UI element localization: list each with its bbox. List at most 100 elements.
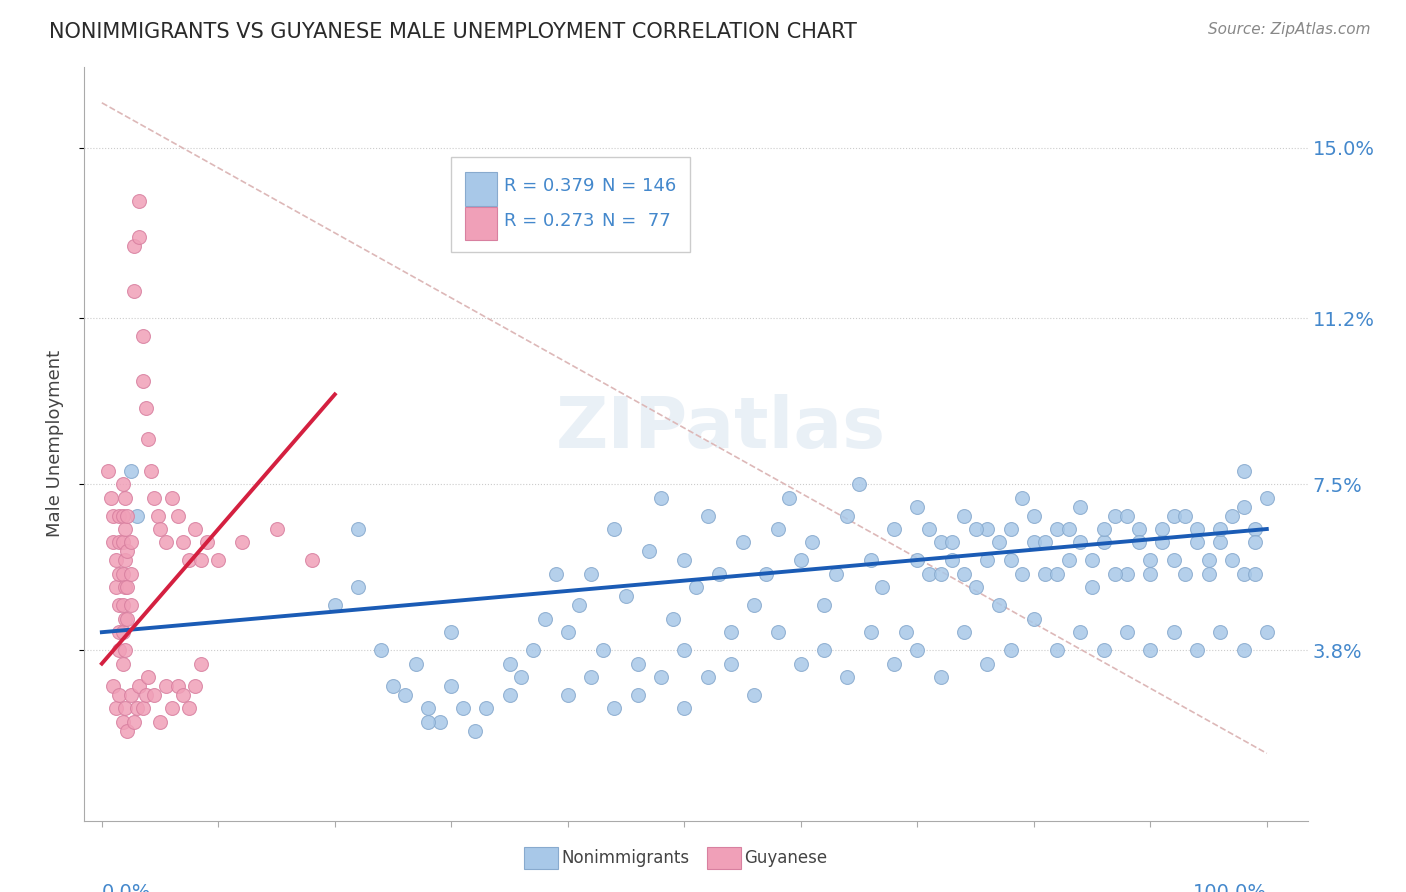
Point — [114, 553, 136, 567]
Point — [813, 643, 835, 657]
Point — [149, 714, 172, 729]
Point — [117, 508, 139, 523]
Point — [440, 679, 463, 693]
Point — [965, 580, 987, 594]
Point — [301, 553, 323, 567]
Point — [120, 599, 142, 613]
Point — [766, 522, 789, 536]
Point — [111, 599, 134, 613]
Point — [790, 657, 813, 671]
Point — [195, 535, 218, 549]
Point — [498, 657, 520, 671]
Point — [568, 599, 591, 613]
Point — [266, 522, 288, 536]
Point — [1256, 491, 1278, 505]
Point — [1232, 566, 1254, 581]
Point — [976, 522, 998, 536]
Point — [160, 491, 183, 505]
Point — [1220, 508, 1243, 523]
Point — [929, 670, 952, 684]
Point — [848, 477, 870, 491]
Point — [824, 566, 846, 581]
Text: R = 0.379: R = 0.379 — [503, 177, 595, 195]
Point — [579, 670, 602, 684]
Point — [135, 688, 157, 702]
Point — [104, 580, 127, 594]
Point — [918, 566, 941, 581]
Point — [124, 239, 146, 253]
Point — [813, 599, 835, 613]
Point — [128, 679, 150, 693]
Point — [416, 701, 439, 715]
Point — [111, 657, 134, 671]
Point — [120, 535, 142, 549]
Point — [883, 657, 905, 671]
Point — [1128, 522, 1150, 536]
Point — [111, 477, 134, 491]
Point — [1069, 535, 1091, 549]
Point — [918, 522, 941, 536]
Point — [685, 580, 707, 594]
Point — [1163, 553, 1185, 567]
Point — [103, 679, 125, 693]
Point — [143, 688, 166, 702]
Point — [190, 553, 212, 567]
Point — [1232, 643, 1254, 657]
Point — [475, 701, 498, 715]
Point — [125, 701, 148, 715]
Text: R = 0.273: R = 0.273 — [503, 211, 595, 229]
Point — [965, 522, 987, 536]
Point — [97, 464, 120, 478]
Point — [1232, 500, 1254, 514]
Point — [124, 714, 146, 729]
Point — [696, 670, 718, 684]
Point — [1069, 500, 1091, 514]
Point — [1174, 508, 1197, 523]
Point — [522, 643, 544, 657]
Point — [155, 679, 177, 693]
Point — [498, 688, 520, 702]
Point — [128, 194, 150, 209]
Point — [627, 657, 650, 671]
Point — [135, 401, 157, 415]
Point — [976, 553, 998, 567]
Point — [837, 670, 859, 684]
Point — [1163, 625, 1185, 640]
Point — [405, 657, 427, 671]
Point — [120, 566, 142, 581]
Point — [1092, 535, 1115, 549]
Point — [146, 508, 169, 523]
Point — [953, 625, 976, 640]
Point — [1150, 535, 1173, 549]
Point — [905, 643, 928, 657]
Point — [1174, 566, 1197, 581]
Point — [1128, 535, 1150, 549]
Point — [131, 374, 153, 388]
Point — [742, 599, 765, 613]
Point — [117, 544, 139, 558]
Point — [603, 701, 626, 715]
Point — [778, 491, 800, 505]
Point — [416, 714, 439, 729]
Point — [143, 491, 166, 505]
Point — [172, 535, 194, 549]
Text: 0.0%: 0.0% — [101, 883, 152, 892]
Point — [579, 566, 602, 581]
Point — [114, 612, 136, 626]
Point — [1092, 522, 1115, 536]
Text: N =  77: N = 77 — [602, 211, 671, 229]
Point — [1244, 535, 1267, 549]
Point — [114, 522, 136, 536]
Point — [929, 566, 952, 581]
Point — [941, 553, 963, 567]
Point — [1000, 553, 1022, 567]
Point — [557, 688, 579, 702]
Point — [120, 464, 142, 478]
Point — [557, 625, 579, 640]
Point — [661, 612, 683, 626]
Point — [155, 535, 177, 549]
Point — [207, 553, 229, 567]
Point — [673, 643, 696, 657]
Point — [179, 553, 201, 567]
Point — [1011, 566, 1033, 581]
